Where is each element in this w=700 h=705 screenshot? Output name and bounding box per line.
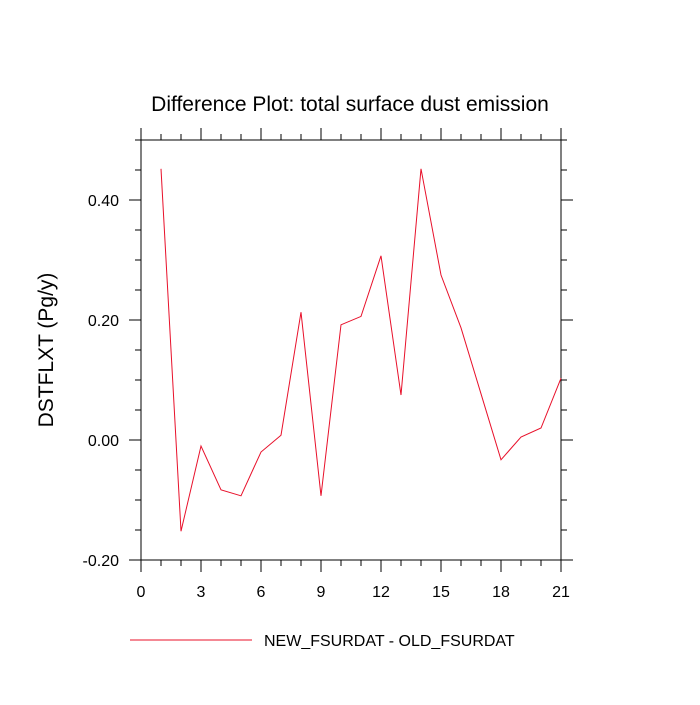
y-tick-label: 0.40 — [88, 193, 119, 210]
x-tick-label: 3 — [197, 584, 206, 601]
x-tick-label: 0 — [137, 584, 146, 601]
plot-area: 0 3 6 9 12 15 18 21 -0.20 0.00 0.20 0.40 — [83, 128, 573, 601]
series-line-0 — [160, 168, 562, 532]
x-tick-label: 9 — [317, 584, 326, 601]
x-tick-label: 21 — [552, 584, 570, 601]
y-tick-label: 0.20 — [88, 313, 119, 330]
plot-frame — [140, 139, 562, 561]
x-tick-label: 6 — [257, 584, 266, 601]
legend: NEW_FSURDAT - OLD_FSURDAT — [130, 633, 515, 650]
y-tick-label: 0.00 — [88, 433, 119, 450]
chart-title: Difference Plot: total surface dust emis… — [151, 93, 549, 116]
y-axis-title: DSTFLXT (Pg/y) — [35, 273, 58, 428]
legend-label: NEW_FSURDAT - OLD_FSURDAT — [264, 633, 515, 650]
x-tick-label: 12 — [372, 584, 390, 601]
x-tick-label: 18 — [492, 584, 510, 601]
y-tick-label: -0.20 — [83, 553, 120, 570]
x-tick-label: 15 — [432, 584, 450, 601]
